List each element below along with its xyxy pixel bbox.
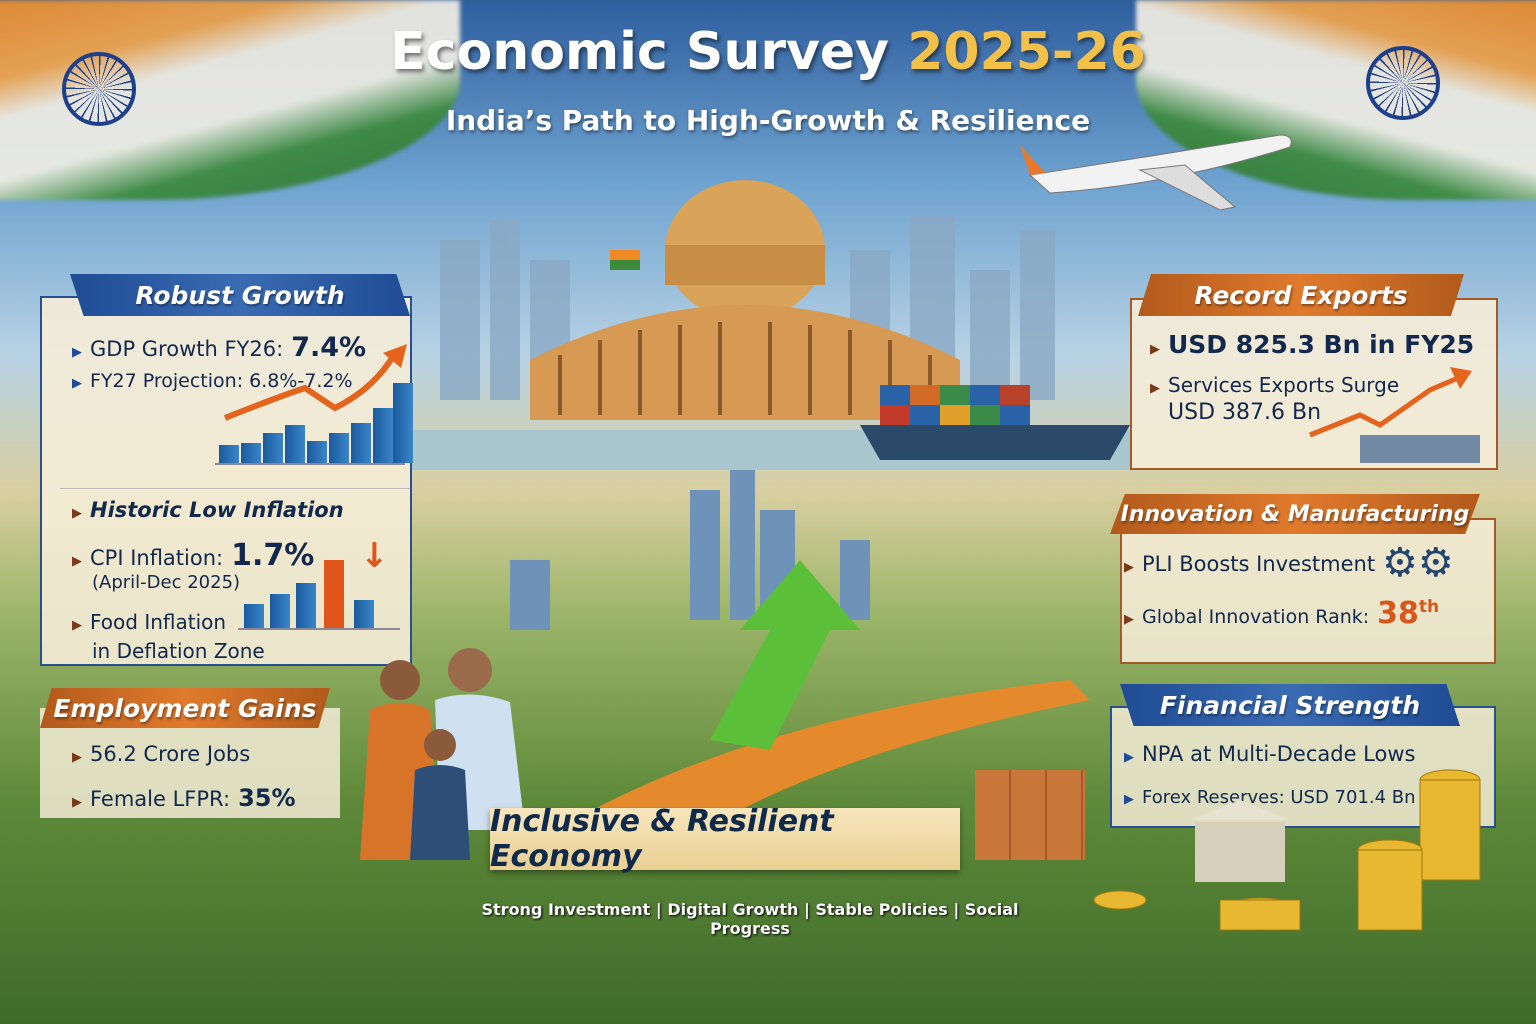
robust-growth-heading: Robust Growth <box>70 274 410 316</box>
financial-heading: Financial Strength <box>1120 684 1460 726</box>
divider <box>60 488 410 489</box>
food-inflation-item-line2: in Deflation Zone <box>92 639 265 663</box>
ribbon-banner: Inclusive & Resilient Economy <box>490 804 960 874</box>
innovation-heading: Innovation & Manufacturing <box>1110 494 1480 534</box>
ashoka-chakra-icon <box>62 52 136 126</box>
containers <box>860 385 1130 460</box>
cargo-boxes <box>975 770 1085 860</box>
exports-heading: Record Exports <box>1138 274 1464 316</box>
innovation-panel <box>1120 518 1496 664</box>
jobs-item: ▶ 56.2 Crore Jobs <box>72 742 251 766</box>
ashoka-chakra-icon <box>1366 46 1440 120</box>
cpi-inflation-item: ▶ CPI Inflation: 1.7% <box>72 538 315 573</box>
family-illustration <box>360 648 525 860</box>
down-arrow-icon: ↓ <box>360 536 389 576</box>
bullet-icon: ▶ <box>72 376 82 391</box>
tagline: Strong Investment | Digital Growth | Sta… <box>481 900 1019 938</box>
parliament-building <box>530 180 960 420</box>
npa-item: ▶ NPA at Multi-Decade Lows <box>1124 742 1416 766</box>
trend-arrow-icon <box>223 344 407 421</box>
page-subtitle: India’s Path to High-Growth & Resilience <box>445 104 1091 137</box>
gdp-growth-item: ▶ GDP Growth FY26: 7.4% <box>72 332 367 363</box>
pli-item: ▶ PLI Boosts Investment <box>1124 552 1376 576</box>
exports-total-item: ▶ USD 825.3 Bn in FY25 <box>1150 330 1475 359</box>
services-exports-item: ▶ Services Exports Surge <box>1150 373 1400 397</box>
gold-coins-bank-illustration <box>1093 769 1481 931</box>
innovation-rank-item: ▶ Global Innovation Rank: 38th <box>1124 596 1440 631</box>
gdp-bar-chart-icon <box>215 344 413 465</box>
forex-item: ▶ Forex Reserves: USD 701.4 Bn <box>1124 787 1416 808</box>
food-inflation-item: ▶ Food Inflation <box>72 610 227 634</box>
airplane-icon <box>1020 134 1292 211</box>
services-exports-value: USD 387.6 Bn <box>1168 400 1322 425</box>
page-title: Economic Survey 2025-26 <box>390 22 1146 82</box>
fy27-projection-item: ▶ FY27 Projection: 6.8%-7.2% <box>72 370 353 392</box>
exports-trend-arrow-icon <box>1309 367 1480 463</box>
bullet-icon: ▶ <box>72 345 82 360</box>
growth-arrow-icon <box>710 560 860 750</box>
gears-icon: ⚙⚙ <box>1382 540 1454 586</box>
cpi-period: (April-Dec 2025) <box>92 572 241 593</box>
employment-heading: Employment Gains <box>40 688 330 728</box>
inflation-heading: ▶ Historic Low Inflation <box>72 498 344 522</box>
female-lfpr-item: ▶ Female LFPR: 35% <box>72 784 296 812</box>
inflation-bar-chart-icon: ↓ <box>238 536 400 630</box>
